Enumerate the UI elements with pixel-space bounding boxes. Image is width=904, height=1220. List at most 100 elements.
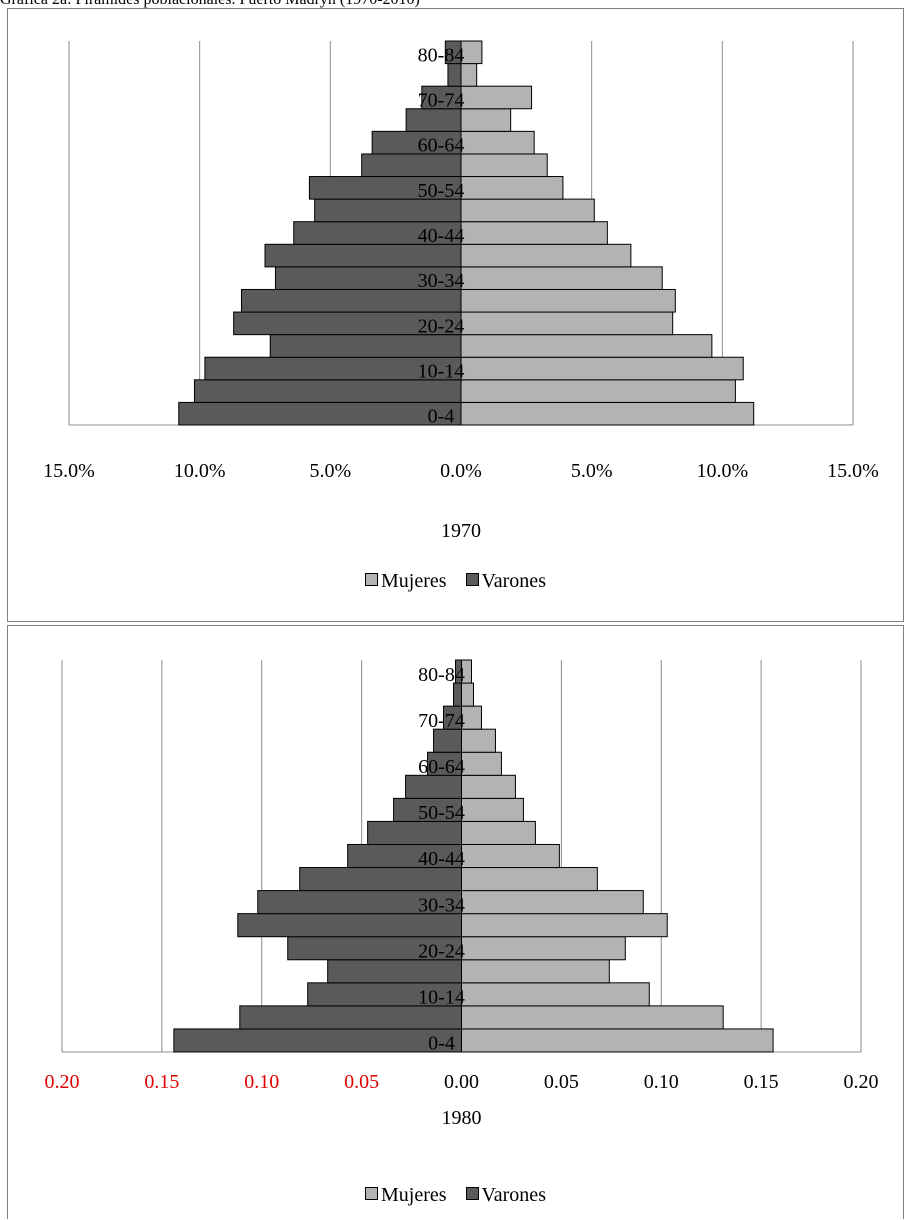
bar-mujeres-5-9	[461, 1005, 724, 1030]
legend-label-mujeres: Mujeres	[381, 1184, 447, 1206]
bar-mujeres-30-34	[460, 266, 663, 290]
category-label: 80-84	[418, 664, 465, 686]
legend-1980: Mujeres Varones	[8, 1183, 903, 1207]
bar-mujeres-45-49	[461, 820, 536, 845]
bar-mujeres-55-59	[460, 153, 548, 178]
category-label: 60-64	[418, 135, 465, 157]
bar-varones-45-49	[314, 198, 462, 223]
bar-varones-75-79	[447, 63, 462, 87]
bar-mujeres-30-34	[461, 890, 644, 915]
category-label: 80-84	[418, 44, 465, 66]
chart-panel-1980: 0-4 10-14 20-24 30-34 40-44 50-54 60-64 70-74 80…	[7, 625, 904, 1219]
bar-varones-25-29	[237, 913, 462, 938]
bar-mujeres-25-29	[460, 288, 676, 313]
bar-varones-45-49	[367, 820, 462, 845]
bar-varones-55-59	[405, 774, 463, 799]
bar-mujeres-25-29	[461, 913, 668, 938]
bar-mujeres-40-44	[460, 221, 608, 245]
chart-title: 1970	[441, 520, 481, 542]
x-tick-label: 0.10	[244, 1071, 279, 1093]
legend-item-varones: Varones	[465, 569, 546, 593]
x-tick-label: 0.10	[644, 1071, 679, 1093]
x-tick-label: 0.15	[144, 1071, 179, 1093]
bar-mujeres-75-79	[461, 682, 474, 707]
legend-item-mujeres: Mujeres	[365, 569, 447, 593]
legend-swatch-varones	[465, 1187, 479, 1200]
x-tick-label: 15.0%	[43, 460, 95, 482]
legend-swatch-mujeres	[365, 1187, 378, 1200]
category-label: 0-4	[428, 406, 455, 428]
bar-mujeres-50-54	[460, 176, 564, 200]
category-label: 40-44	[418, 225, 465, 247]
bar-mujeres-65-69	[460, 108, 512, 132]
bar-mujeres-10-14	[460, 356, 744, 381]
bar-mujeres-0-4	[460, 401, 755, 426]
bar-varones-75-79	[453, 682, 463, 707]
x-tick-label: 0.20	[45, 1071, 80, 1093]
category-label: 30-34	[418, 270, 465, 292]
figure-caption: Gráfica 2a: Pirámides poblacionales. Pue…	[0, 0, 904, 9]
x-tick-label: 0.20	[844, 1071, 879, 1093]
category-label: 50-54	[418, 802, 465, 824]
bar-mujeres-50-54	[461, 797, 524, 822]
x-tick-label: 0.00	[444, 1071, 479, 1093]
bar-varones-5-9	[193, 379, 462, 403]
category-label: 10-14	[418, 987, 465, 1009]
x-tick-label: 0.05	[544, 1071, 579, 1093]
bar-mujeres-20-24	[461, 936, 626, 961]
x-tick-label: 5.0%	[571, 460, 613, 482]
category-label: 20-24	[418, 315, 465, 337]
category-label: 30-34	[418, 894, 465, 916]
legend-label-varones: Varones	[481, 570, 546, 592]
bar-mujeres-55-59	[461, 774, 516, 799]
x-tick-label: 0.05	[344, 1071, 379, 1093]
bar-varones-65-69	[405, 108, 462, 132]
bar-varones-35-39	[299, 867, 463, 892]
x-tick-label: 0.0%	[440, 460, 482, 482]
bar-mujeres-20-24	[460, 311, 674, 336]
bar-mujeres-60-64	[460, 130, 535, 155]
category-label: 40-44	[418, 848, 465, 870]
bar-mujeres-35-39	[460, 243, 632, 268]
bar-mujeres-0-4	[461, 1028, 774, 1053]
x-tick-label: 10.0%	[174, 460, 226, 482]
category-label: 0-4	[428, 1033, 455, 1055]
legend-label-mujeres: Mujeres	[381, 570, 447, 592]
bar-mujeres-15-19	[460, 334, 713, 358]
bar-varones-0-4	[173, 1028, 463, 1053]
category-label: 50-54	[418, 180, 465, 202]
bar-mujeres-45-49	[460, 198, 595, 223]
bar-varones-5-9	[239, 1005, 462, 1030]
bar-varones-35-39	[264, 243, 462, 268]
category-label: 20-24	[418, 940, 465, 962]
bar-mujeres-15-19	[461, 959, 610, 984]
bar-mujeres-40-44	[461, 843, 560, 869]
bar-mujeres-60-64	[461, 751, 502, 776]
bar-varones-65-69	[433, 728, 463, 753]
legend-item-varones: Varones	[465, 1183, 546, 1207]
legend-swatch-mujeres	[365, 573, 378, 586]
bar-mujeres-35-39	[461, 867, 598, 892]
bar-varones-0-4	[178, 401, 462, 426]
bar-mujeres-65-69	[461, 728, 496, 753]
bar-varones-55-59	[361, 153, 462, 178]
chart-title: 1980	[442, 1107, 482, 1129]
legend-item-mujeres: Mujeres	[365, 1183, 447, 1207]
bar-varones-15-19	[269, 334, 462, 358]
category-label: 70-74	[418, 90, 465, 112]
x-tick-label: 10.0%	[696, 460, 748, 482]
category-label: 60-64	[418, 756, 465, 778]
bar-mujeres-70-74	[460, 85, 533, 110]
category-label: 70-74	[418, 710, 465, 732]
x-tick-label: 5.0%	[309, 460, 351, 482]
bar-mujeres-5-9	[460, 379, 736, 403]
x-tick-label: 15.0%	[827, 460, 879, 482]
bar-mujeres-75-79	[460, 63, 478, 87]
pyramid-chart-1980: 0-4 10-14 20-24 30-34 40-44 50-54 60-64 70-74 80…	[45, 659, 879, 1129]
legend-swatch-varones	[465, 573, 479, 586]
chart-panel-1970: 0-4 10-14 20-24 30-34 40-44 50-54 60-64 70-74 80…	[7, 8, 904, 622]
bar-varones-25-29	[240, 288, 462, 313]
bar-varones-15-19	[327, 959, 463, 984]
legend-label-varones: Varones	[481, 1184, 546, 1206]
bar-mujeres-10-14	[461, 982, 650, 1007]
